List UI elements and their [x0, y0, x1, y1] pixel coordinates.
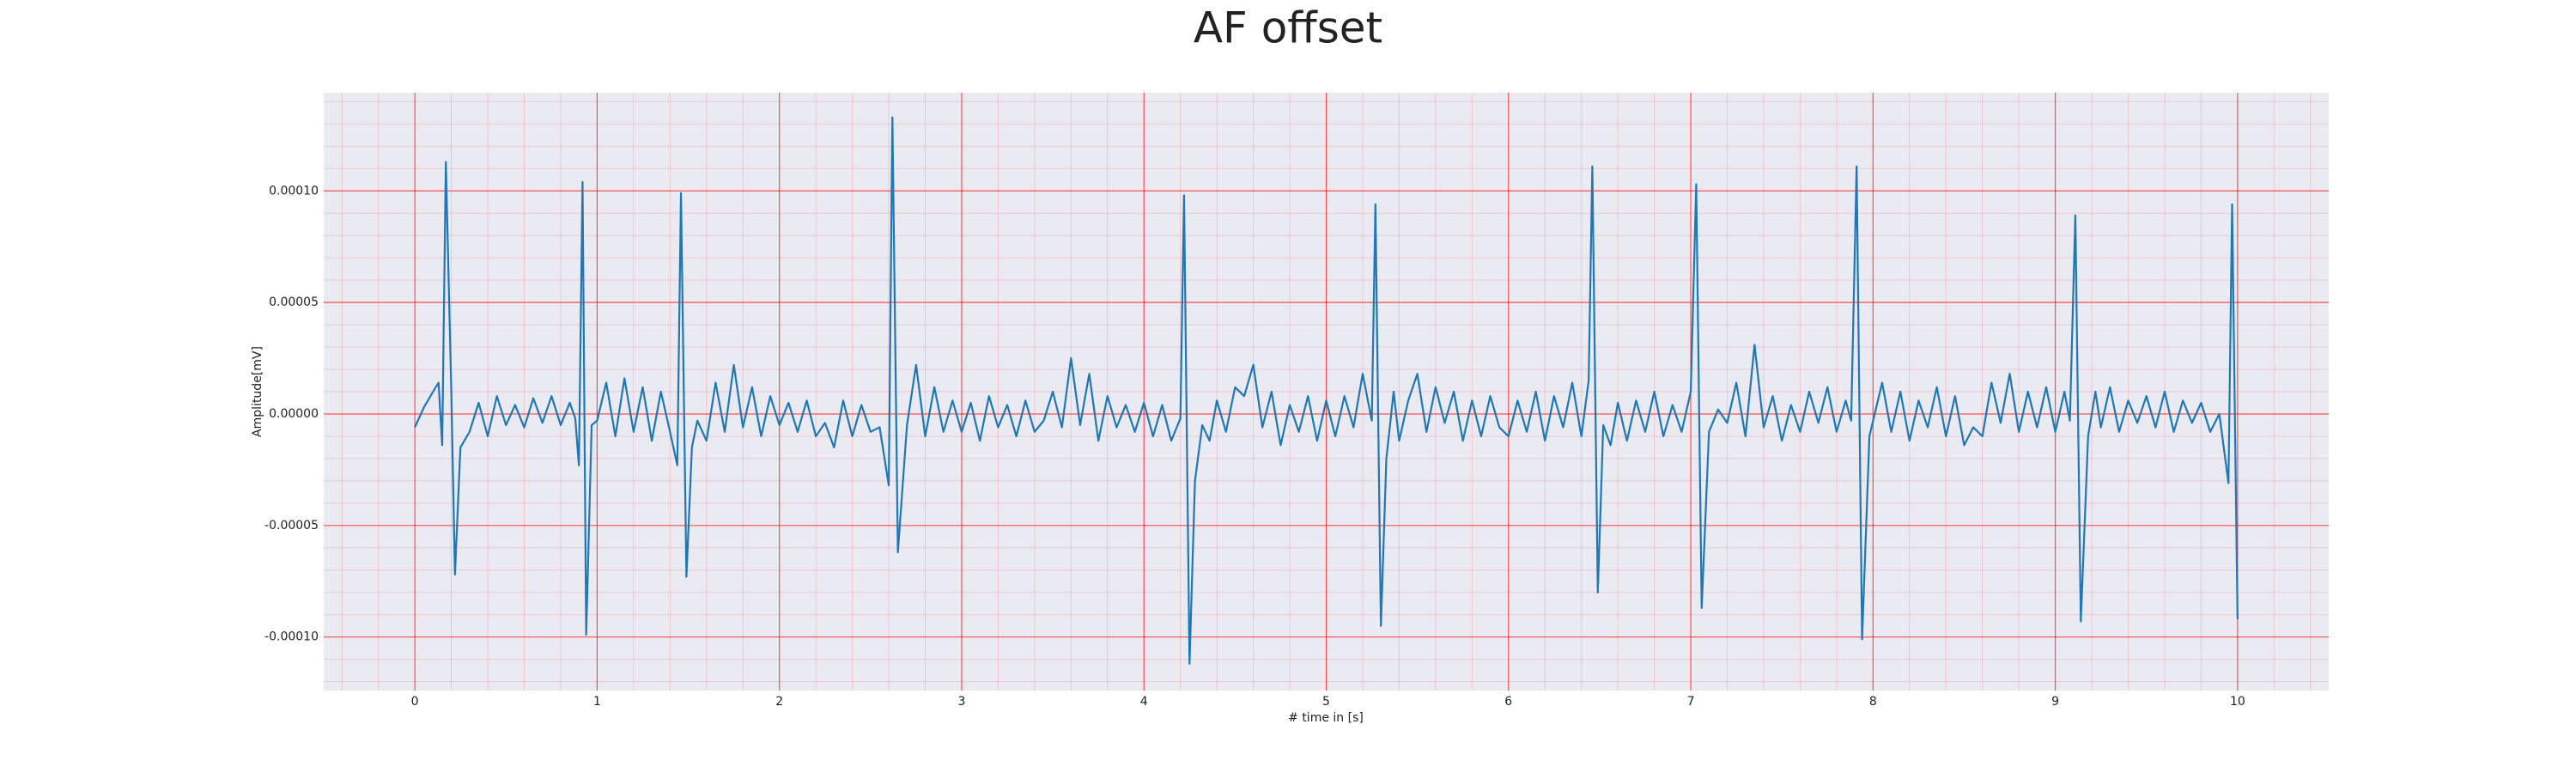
x-tick-label: 9 — [2051, 695, 2059, 709]
x-tick-label: 0 — [411, 695, 419, 709]
y-tick-label: -0.00005 — [264, 519, 319, 533]
y-tick-label: 0.00000 — [269, 407, 319, 421]
x-tick-label: 3 — [957, 695, 965, 709]
x-tick-label: 8 — [1869, 695, 1877, 709]
x-tick-label: 5 — [1322, 695, 1330, 709]
x-tick-label: 1 — [593, 695, 601, 709]
y-axis-label: Amplitude[mV] — [251, 346, 264, 437]
x-axis-label: # time in [s] — [1288, 711, 1364, 725]
x-tick-label: 7 — [1687, 695, 1695, 709]
y-tick-label: 0.00005 — [269, 295, 319, 309]
x-tick-label: 4 — [1140, 695, 1148, 709]
y-tick-label: -0.00010 — [264, 630, 319, 644]
y-tick-label: 0.00010 — [269, 184, 319, 198]
x-tick-label: 10 — [2230, 695, 2245, 709]
x-tick-label: 6 — [1504, 695, 1512, 709]
signal-line — [414, 116, 2239, 665]
chart-title: AF offset — [1194, 3, 1382, 53]
x-tick-label: 2 — [775, 695, 783, 709]
